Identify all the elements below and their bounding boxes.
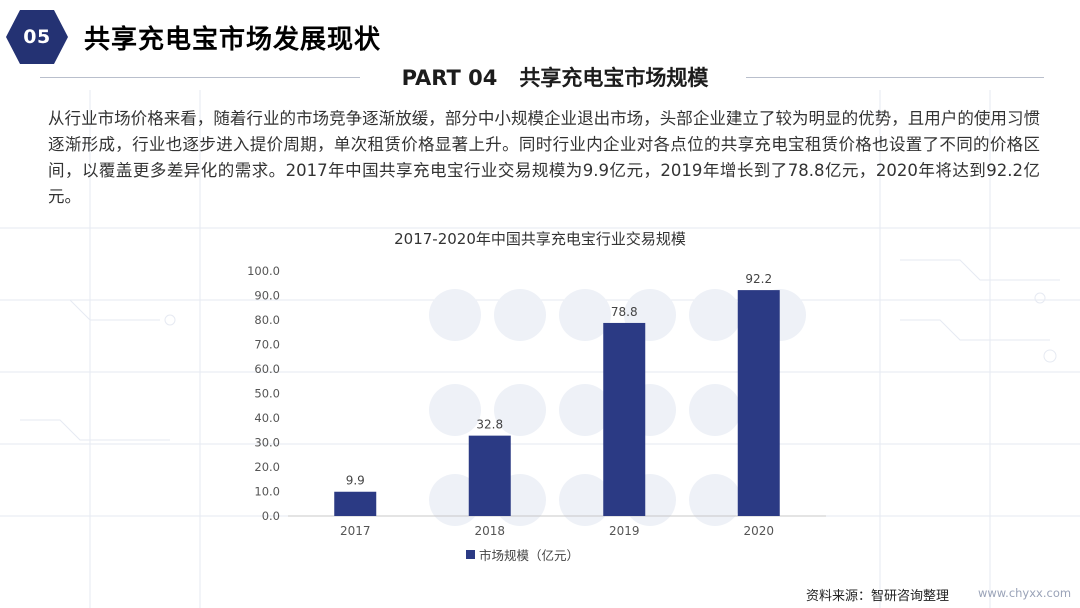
part-tag: PART 04 xyxy=(401,66,498,90)
data-label-2019: 78.8 xyxy=(611,305,638,319)
section-number-badge: 05 xyxy=(6,10,68,64)
x-tick-label-2019: 2019 xyxy=(609,524,640,538)
y-tick-label: 50.0 xyxy=(254,387,280,401)
bar-2018 xyxy=(468,435,511,516)
data-label-2020: 92.2 xyxy=(745,272,772,286)
x-tick-label-2017: 2017 xyxy=(340,524,371,538)
x-tick-label-2020: 2020 xyxy=(743,524,774,538)
body-paragraph: 从行业市场价格来看，随着行业的市场竞争逐渐放缓，部分中小规模企业退出市场，头部企… xyxy=(48,109,1040,206)
legend-label: 市场规模（亿元） xyxy=(479,548,580,563)
chart-legend: 市场规模（亿元） xyxy=(466,545,579,564)
bar-2017 xyxy=(334,491,377,516)
badge-hexagon-shape xyxy=(6,10,68,64)
y-tick-label: 100.0 xyxy=(247,264,280,278)
part-title: 共享充电宝市场规模 xyxy=(519,66,709,90)
y-tick-label: 40.0 xyxy=(254,411,280,425)
part-divider-left xyxy=(40,77,360,78)
chart-title: 2017-2020年中国共享充电宝行业交易规模 xyxy=(394,230,686,248)
source-note: 资料来源：智研咨询整理 xyxy=(806,589,950,604)
bar-2020 xyxy=(737,290,780,516)
y-tick-label: 90.0 xyxy=(254,289,280,303)
y-tick-label: 30.0 xyxy=(254,436,280,450)
y-tick-label: 60.0 xyxy=(254,362,280,376)
section-number: 05 xyxy=(23,26,51,48)
y-tick-label: 80.0 xyxy=(254,313,280,327)
y-tick-label: 20.0 xyxy=(254,460,280,474)
watermark: www.chyxx.com xyxy=(978,586,1072,600)
page-title: 共享充电宝市场发展现状 xyxy=(84,25,382,55)
y-tick-label: 70.0 xyxy=(254,338,280,352)
data-label-2018: 32.8 xyxy=(476,418,503,432)
bar-2019 xyxy=(603,322,646,516)
part-heading: PART 04 共享充电宝市场规模 xyxy=(370,62,740,92)
part-divider-right xyxy=(746,77,1044,78)
x-tick-label-2018: 2018 xyxy=(474,524,505,538)
y-tick-label: 10.0 xyxy=(254,485,280,499)
data-label-2017: 9.9 xyxy=(346,474,365,488)
legend-swatch xyxy=(466,550,475,559)
y-tick-label: 0.0 xyxy=(262,509,280,523)
